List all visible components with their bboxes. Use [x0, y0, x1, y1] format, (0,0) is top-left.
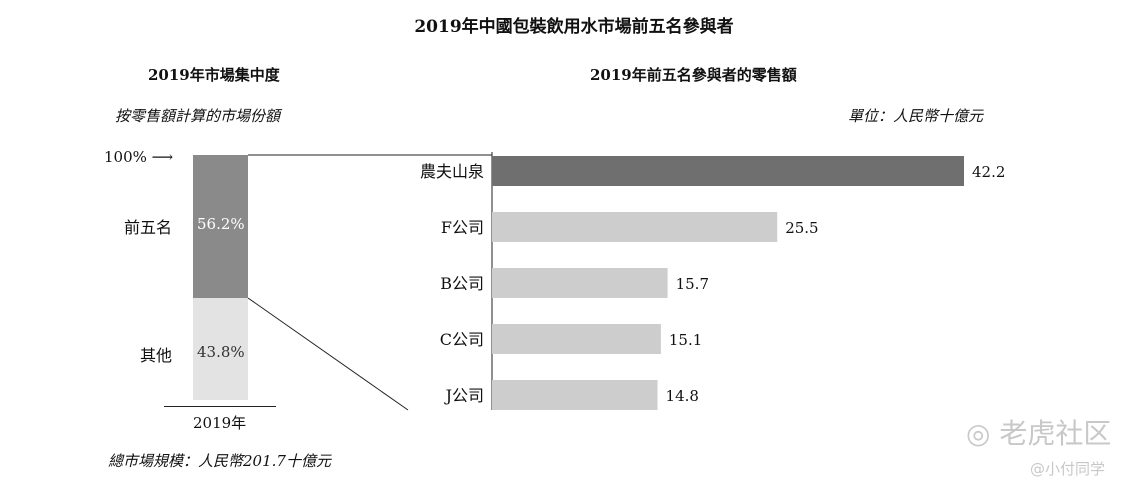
bar-category-label: B公司 — [440, 274, 484, 293]
bar-category-label: 農夫山泉 — [420, 162, 484, 181]
segment-name-top5: 前五名 — [124, 218, 173, 237]
connector-bottom — [247, 297, 409, 411]
segment-value-top5: 56.2% — [197, 215, 245, 233]
left-chart-note: 按零售額計算的市場份額 — [115, 107, 281, 125]
bar-value-label: 25.5 — [785, 219, 818, 237]
left-axis-label: 2019年 — [193, 414, 247, 432]
right-arrow-icon: ⟶ — [151, 148, 174, 166]
segment-name-others: 其他 — [140, 346, 173, 365]
bar-value-label: 15.1 — [669, 331, 702, 349]
watermark-logo: ◎ 老虎社区 — [966, 417, 1112, 450]
bar-category-label: F公司 — [441, 218, 484, 237]
horizontal-bar-chart: 農夫山泉 42.2 F公司 25.5 B公司 15.7 C公司 15.1 J公司 14.8 — [420, 152, 1005, 410]
tiger-logo-icon: ◎ — [966, 417, 991, 450]
right-chart-unit: 單位：人民幣十億元 — [848, 107, 984, 125]
bar-category-label: J公司 — [444, 386, 484, 405]
bar — [492, 380, 658, 410]
bar-value-label: 42.2 — [972, 163, 1005, 181]
bar-category-label: C公司 — [440, 330, 484, 349]
bar — [492, 156, 964, 186]
left-axis-line — [164, 406, 276, 407]
left-chart-footer: 總市場規模：人民幣201.7十億元 — [108, 452, 331, 470]
bar-value-label: 14.8 — [666, 387, 699, 405]
bar — [492, 268, 668, 298]
bar — [492, 212, 778, 242]
right-chart-heading: 2019年前五名參與者的零售額 — [590, 66, 797, 84]
bar-value-label: 15.7 — [676, 275, 709, 293]
stacked-bar-top5 — [193, 155, 248, 298]
left-chart-heading: 2019年市場集中度 — [148, 66, 280, 84]
stacked-bar-others — [193, 298, 248, 400]
pct100-label: 100% ⟶ — [104, 148, 174, 166]
segment-value-others: 43.8% — [197, 343, 245, 361]
bar — [492, 324, 661, 354]
page-title: 2019年中國包裝飲用水市場前五名參與者 — [414, 17, 734, 37]
watermark-user: @小付同学 — [1030, 460, 1106, 478]
